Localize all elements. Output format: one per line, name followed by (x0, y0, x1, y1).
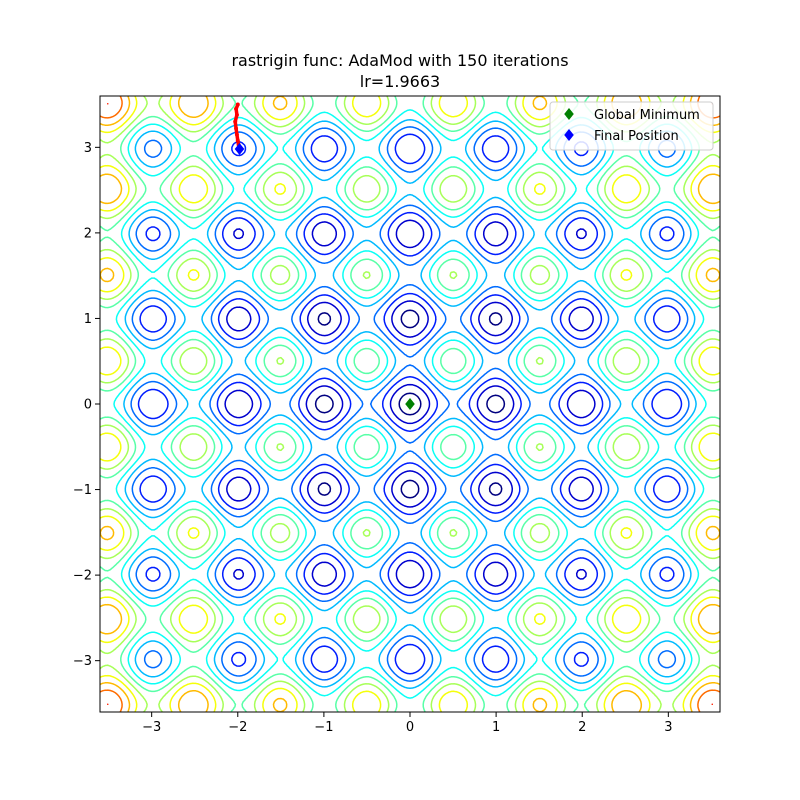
y-tick-label: −1 (73, 483, 92, 498)
contour-level (224, 219, 596, 589)
y-tick-label: 2 (84, 226, 92, 241)
y-tick-label: 1 (84, 312, 92, 327)
legend-marker-global-minimum (564, 108, 574, 120)
x-tick-label: −3 (142, 720, 161, 735)
legend-label-global-minimum: Global Minimum (594, 108, 700, 123)
y-axis: −3 −2 −1 0 1 2 3 (73, 141, 100, 669)
trajectory-point (235, 102, 240, 107)
contour-level (100, 96, 720, 712)
final-position-marker (234, 143, 245, 156)
markers-layer (234, 143, 415, 410)
contour-level (137, 133, 683, 675)
contour-level (123, 119, 697, 689)
trajectory-point (234, 112, 239, 117)
x-tick-label: 1 (492, 720, 500, 735)
contour-level (113, 109, 707, 699)
trajectory-point (234, 126, 239, 131)
trajectory-point (233, 119, 238, 124)
y-tick-label: −3 (73, 654, 92, 669)
trajectory-point (234, 106, 239, 111)
chart-subtitle: lr=1.9663 (359, 72, 441, 91)
legend-box (549, 101, 714, 151)
x-tick-label: 3 (664, 720, 672, 735)
legend-label-final-position: Final Position (594, 129, 679, 144)
legend-marker-final-position (564, 129, 574, 141)
y-tick-label: −2 (73, 569, 92, 584)
x-tick-label: 2 (578, 720, 586, 735)
legend: Global Minimum Final Position (549, 101, 714, 151)
x-tick-label: −1 (314, 720, 333, 735)
y-tick-label: 3 (84, 141, 92, 156)
contour-level (100, 96, 720, 712)
y-tick-label: 0 (84, 398, 92, 413)
trajectory-point (234, 132, 239, 137)
x-axis: −3 −2 −1 0 1 2 3 (142, 712, 672, 735)
contour-level (130, 126, 690, 682)
chart-title: rastrigin func: AdaMod with 150 iteratio… (231, 51, 569, 70)
trajectory-point (235, 138, 240, 143)
x-tick-label: −2 (228, 720, 247, 735)
contour-level (314, 309, 506, 499)
global-minimum-marker (405, 398, 415, 410)
x-tick-label: 0 (406, 720, 414, 735)
